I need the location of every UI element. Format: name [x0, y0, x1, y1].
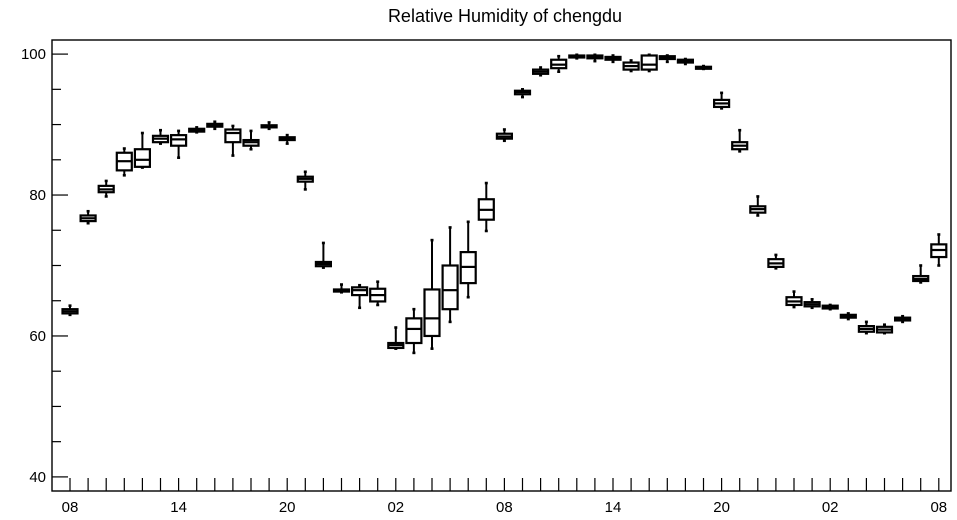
box-plot-item	[459, 220, 477, 299]
box-plot-item	[676, 57, 695, 66]
box-plot-item	[622, 59, 640, 73]
box-plot-item	[387, 326, 405, 350]
box-plot-item	[332, 283, 351, 294]
iqr-box	[133, 148, 151, 168]
iqr-box	[441, 264, 459, 311]
box-plot-item	[912, 264, 930, 284]
x-tick-label: 08	[62, 499, 79, 516]
box-plot-item	[821, 303, 839, 311]
box-plot-item	[767, 253, 785, 270]
box-plot-item	[133, 131, 151, 169]
x-tick-label: 02	[387, 499, 404, 516]
box-plot-item	[694, 64, 713, 71]
x-tick-label: 14	[605, 499, 622, 516]
iqr-box	[405, 317, 423, 345]
box-plot-item	[586, 53, 604, 63]
box-plot-item	[278, 133, 296, 145]
box-plot-item	[749, 195, 767, 217]
box-plot-item	[188, 126, 206, 134]
y-tick-label: 60	[29, 328, 46, 345]
box-plot-item	[351, 283, 369, 310]
box-plot-item	[857, 320, 876, 335]
box-plot-item	[513, 88, 532, 99]
box-plot-item	[224, 124, 242, 157]
box-plot-item	[477, 181, 495, 233]
x-tick-label: 02	[822, 499, 839, 516]
box-plot-item	[97, 179, 115, 198]
box-plot-item	[893, 314, 912, 324]
box-plot-item	[803, 298, 821, 310]
iqr-box	[224, 128, 242, 144]
box-plot-item	[79, 209, 97, 225]
x-tick-label: 14	[170, 499, 187, 516]
box-plot-item	[369, 280, 387, 307]
box-plot-item	[206, 120, 224, 131]
box-plot-item	[296, 170, 314, 191]
box-plot-item	[930, 233, 948, 267]
box-plot-item	[260, 121, 278, 131]
box-plot-item	[712, 91, 731, 110]
box-plot-item	[405, 307, 423, 355]
plot-border	[51, 39, 952, 492]
box-plot-item	[61, 304, 79, 317]
box-plot-item	[731, 128, 749, 153]
x-tick-label: 08	[496, 499, 513, 516]
box-plot-item	[550, 54, 568, 74]
box-plot-item	[568, 53, 586, 60]
box-plot-item	[785, 290, 803, 309]
box-plot-item	[839, 312, 857, 321]
x-tick-label: 20	[279, 499, 296, 516]
box-series	[61, 53, 948, 355]
plot-frame	[51, 39, 952, 492]
iqr-box	[640, 54, 658, 71]
box-plot-item	[423, 238, 441, 350]
box-plot-item	[115, 147, 133, 177]
iqr-box	[423, 288, 441, 338]
box-plot-item	[604, 54, 622, 64]
x-tick-label: 08	[930, 499, 947, 516]
y-axis: 40 60 80 100	[21, 46, 68, 486]
y-tick-label: 80	[29, 187, 46, 204]
box-plot-item	[875, 323, 894, 335]
box-plot-item	[441, 226, 459, 324]
y-tick-label: 100	[21, 46, 46, 63]
box-plot-item	[151, 128, 170, 145]
box-plot-item	[640, 53, 658, 73]
box-plot-item	[170, 129, 188, 159]
box-plot-item	[531, 66, 550, 77]
y-tick-label: 40	[29, 469, 46, 486]
x-axis: 08 14 20 02 08 14 20 02 08	[62, 478, 947, 516]
box-plot-item	[314, 241, 332, 269]
box-plot-item	[242, 129, 260, 151]
chart-title: Relative Humidity of chengdu	[388, 6, 622, 26]
box-plot-item	[495, 128, 513, 143]
box-plot-item	[658, 54, 676, 64]
x-tick-label: 20	[713, 499, 730, 516]
